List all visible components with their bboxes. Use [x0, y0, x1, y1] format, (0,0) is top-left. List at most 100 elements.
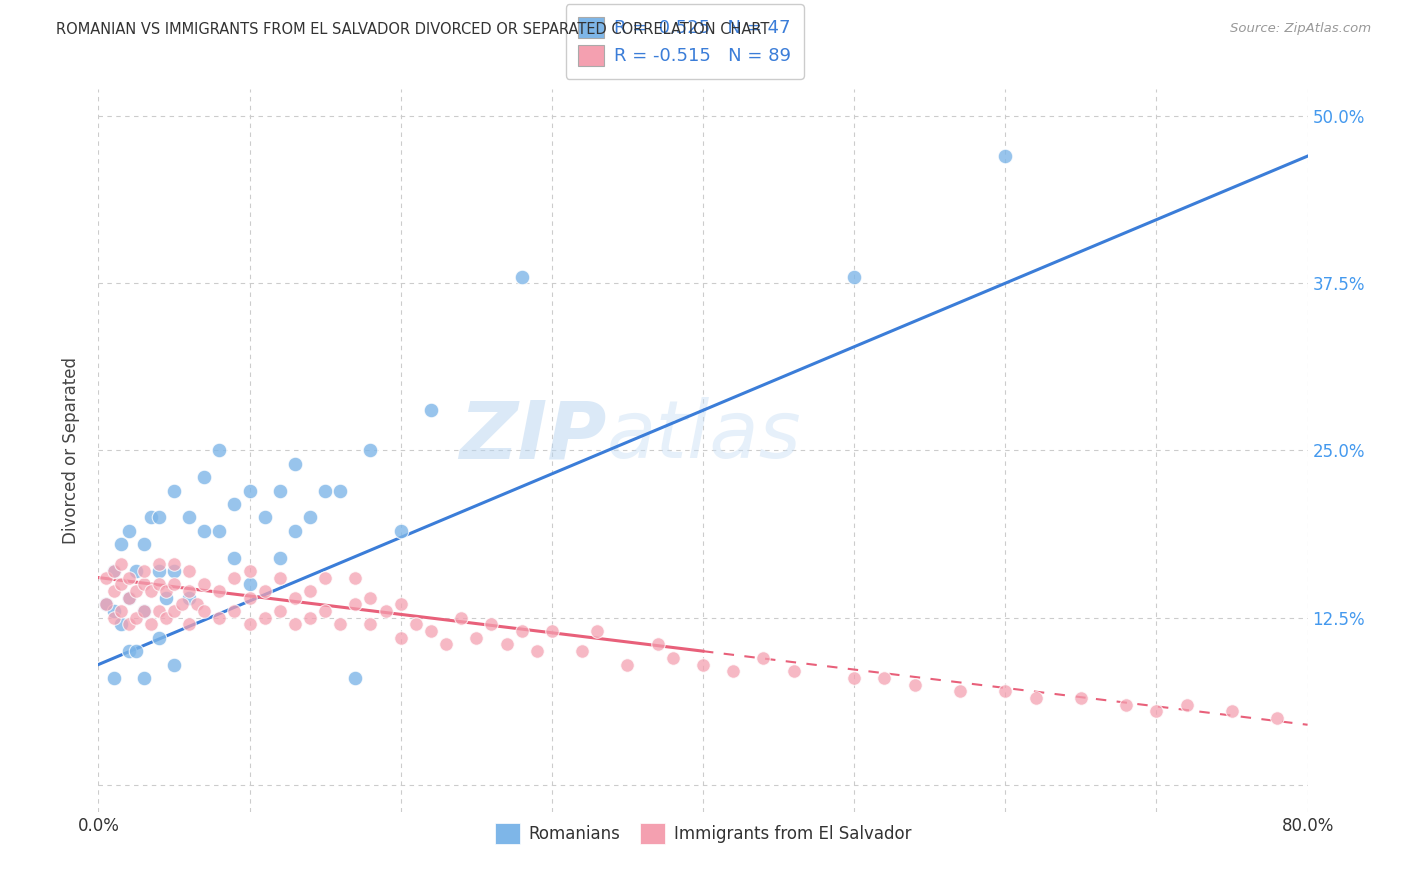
Point — [208, 524, 231, 538]
Point — [329, 617, 352, 632]
Point — [253, 510, 276, 524]
Point — [125, 584, 148, 599]
Point — [1024, 690, 1046, 705]
Point — [110, 537, 132, 551]
Point — [163, 483, 186, 498]
Point — [314, 571, 336, 585]
Point — [616, 657, 638, 672]
Point — [239, 617, 262, 632]
Point — [752, 651, 775, 665]
Point — [132, 537, 155, 551]
Point — [118, 617, 141, 632]
Text: ROMANIAN VS IMMIGRANTS FROM EL SALVADOR DIVORCED OR SEPARATED CORRELATION CHART: ROMANIAN VS IMMIGRANTS FROM EL SALVADOR … — [56, 22, 769, 37]
Point — [224, 550, 246, 565]
Point — [284, 617, 307, 632]
Point — [434, 637, 457, 651]
Point — [125, 564, 148, 578]
Point — [110, 617, 132, 632]
Point — [170, 598, 193, 612]
Point — [179, 617, 201, 632]
Point — [179, 591, 201, 605]
Text: atlas: atlas — [606, 397, 801, 475]
Point — [239, 591, 262, 605]
Point — [1070, 690, 1092, 705]
Point — [571, 644, 593, 658]
Point — [239, 577, 262, 591]
Point — [118, 644, 141, 658]
Point — [148, 557, 170, 572]
Point — [360, 443, 382, 458]
Point — [1115, 698, 1137, 712]
Point — [284, 457, 307, 471]
Point — [179, 564, 201, 578]
Point — [586, 624, 609, 639]
Point — [450, 611, 472, 625]
Point — [103, 611, 125, 625]
Point — [783, 664, 806, 679]
Point — [314, 483, 336, 498]
Point — [193, 604, 215, 618]
Point — [389, 598, 412, 612]
Point — [208, 584, 231, 599]
Point — [526, 644, 548, 658]
Point — [148, 564, 170, 578]
Point — [405, 617, 427, 632]
Point — [239, 483, 262, 498]
Point — [103, 671, 125, 685]
Point — [155, 611, 177, 625]
Point — [344, 571, 367, 585]
Point — [360, 591, 382, 605]
Text: ZIP: ZIP — [458, 397, 606, 475]
Point — [103, 604, 125, 618]
Point — [148, 604, 170, 618]
Point — [269, 604, 291, 618]
Point — [994, 149, 1017, 163]
Point — [510, 624, 533, 639]
Point — [540, 624, 562, 639]
Point — [132, 564, 155, 578]
Point — [904, 678, 927, 692]
Point — [110, 557, 132, 572]
Point — [1220, 705, 1243, 719]
Point — [314, 604, 336, 618]
Point — [125, 644, 148, 658]
Point — [186, 598, 208, 612]
Point — [873, 671, 896, 685]
Point — [179, 510, 201, 524]
Point — [269, 550, 291, 565]
Point — [141, 617, 163, 632]
Point — [148, 631, 170, 645]
Point — [118, 571, 141, 585]
Point — [692, 657, 714, 672]
Point — [163, 604, 186, 618]
Point — [141, 584, 163, 599]
Point — [284, 524, 307, 538]
Point — [132, 604, 155, 618]
Point — [299, 611, 322, 625]
Point — [132, 604, 155, 618]
Point — [344, 598, 367, 612]
Point — [103, 584, 125, 599]
Point — [329, 483, 352, 498]
Point — [510, 269, 533, 284]
Point — [155, 584, 177, 599]
Point — [141, 510, 163, 524]
Point — [420, 403, 443, 417]
Point — [844, 671, 866, 685]
Point — [208, 611, 231, 625]
Point — [110, 577, 132, 591]
Point — [94, 598, 117, 612]
Point — [284, 591, 307, 605]
Point — [994, 684, 1017, 698]
Point — [420, 624, 443, 639]
Point — [163, 577, 186, 591]
Point — [374, 604, 396, 618]
Point — [661, 651, 683, 665]
Point — [224, 497, 246, 511]
Point — [269, 483, 291, 498]
Point — [360, 617, 382, 632]
Point — [949, 684, 972, 698]
Point — [1144, 705, 1167, 719]
Point — [844, 269, 866, 284]
Point — [193, 524, 215, 538]
